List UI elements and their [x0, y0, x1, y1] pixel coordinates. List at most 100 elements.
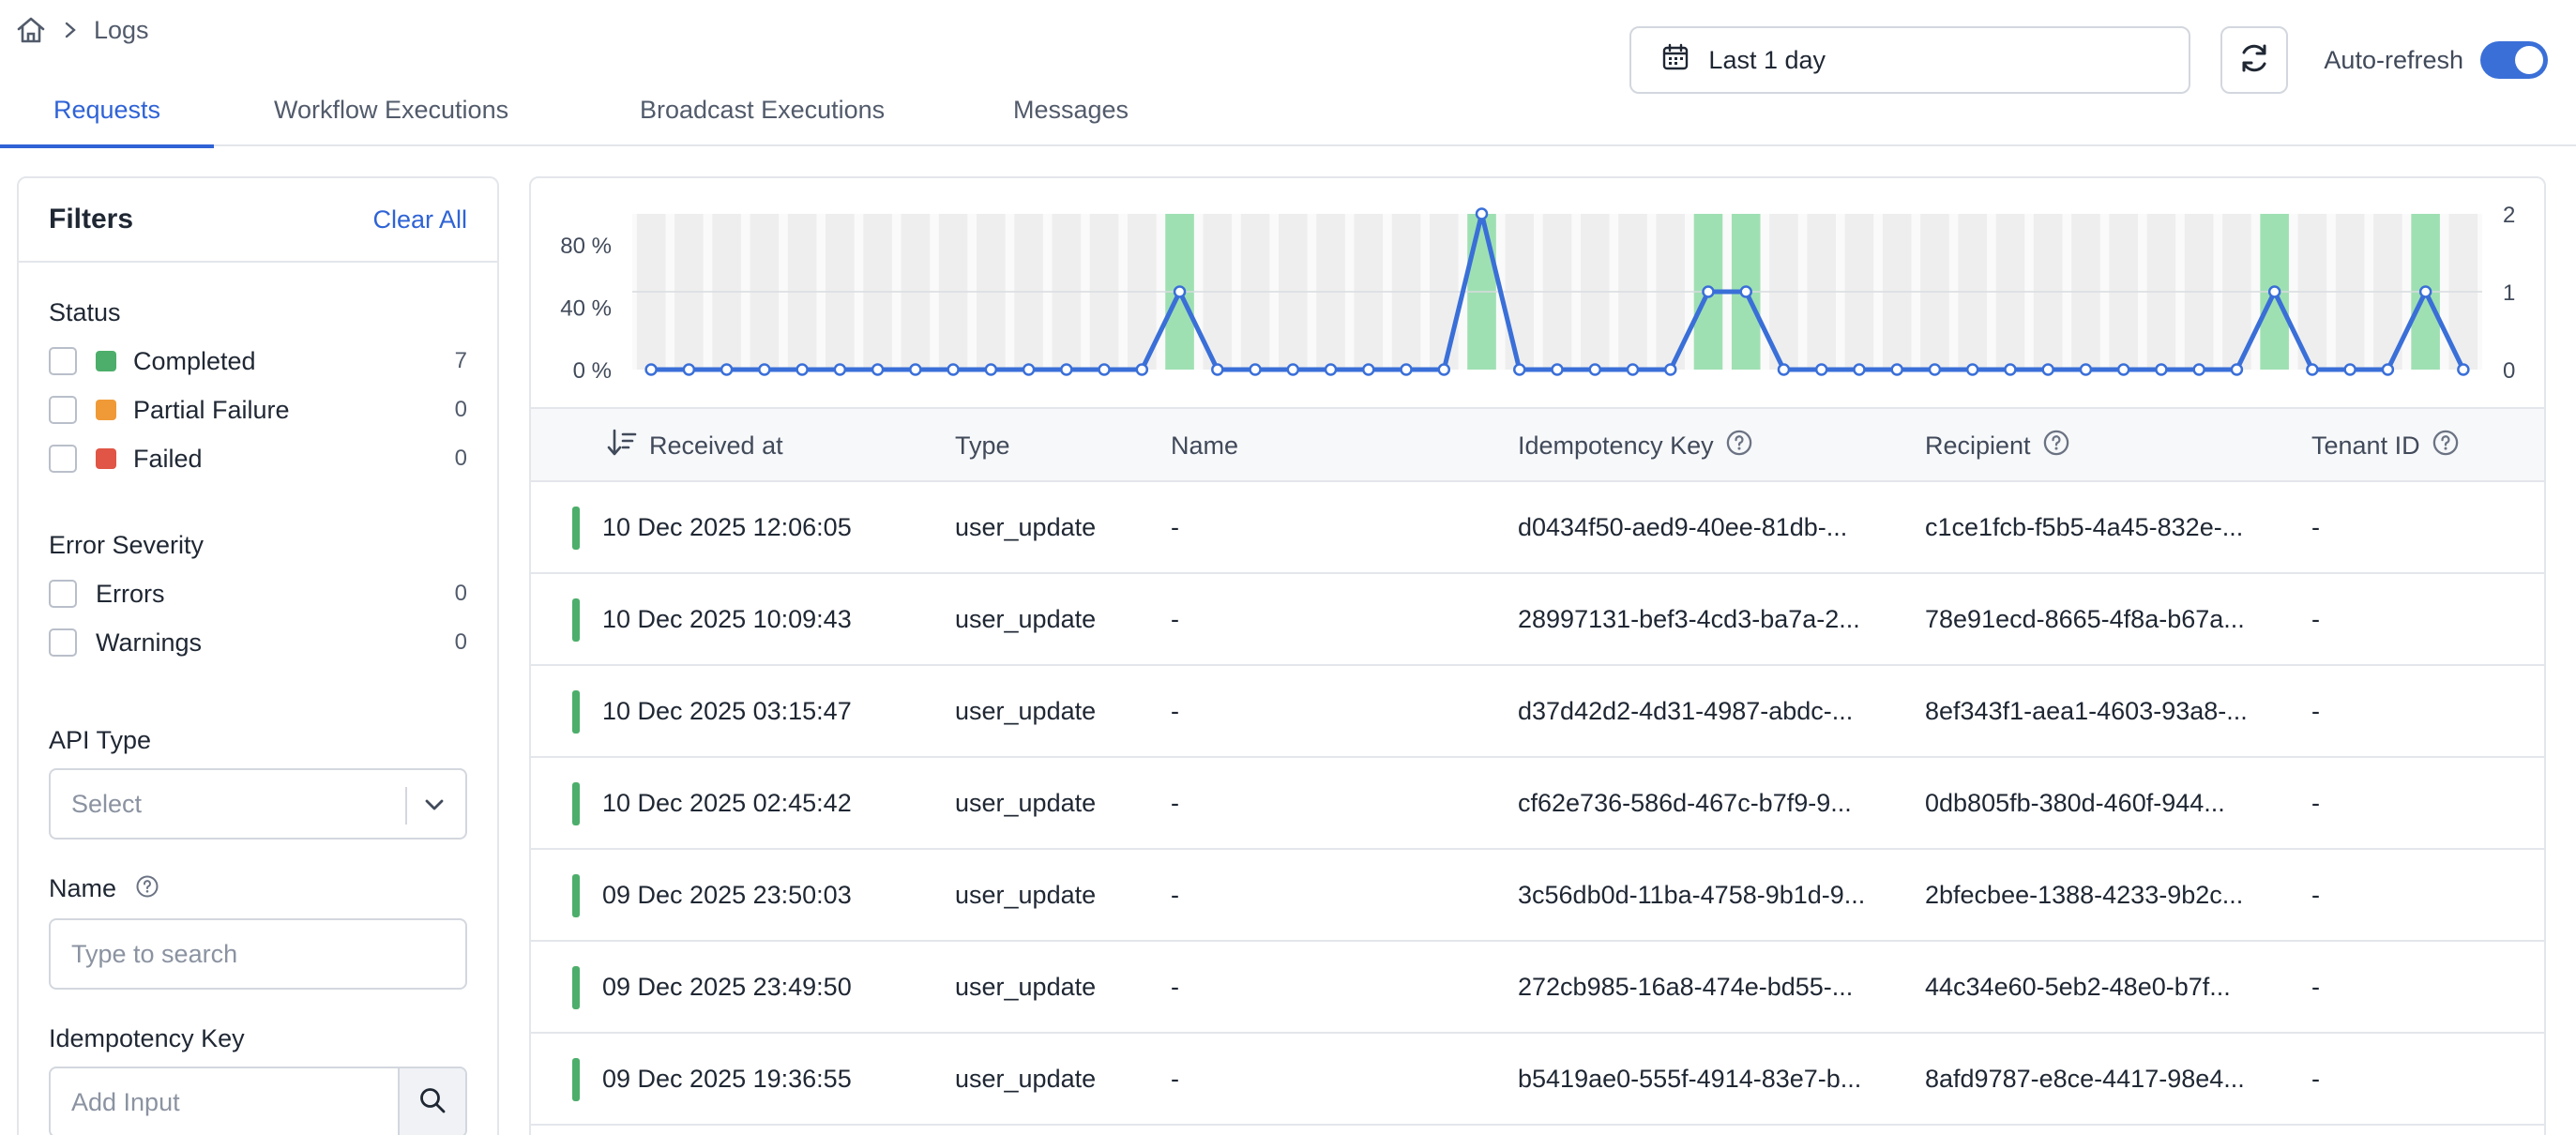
help-icon[interactable]	[2042, 429, 2070, 463]
table-row[interactable]: 09 Dec 2025 23:49:50 user_update - 272cb…	[531, 942, 2544, 1034]
column-type: Type	[955, 409, 1010, 482]
chart-point	[682, 363, 696, 376]
tab-workflow-executions[interactable]: Workflow Executions	[274, 96, 509, 124]
status-option-partial-failure[interactable]: Partial Failure 0	[49, 386, 467, 434]
chart-point	[1663, 363, 1677, 376]
table-row[interactable]: 09 Dec 2025 23:50:03 user_update - 3c56d…	[531, 850, 2544, 942]
auto-refresh-label: Auto-refresh	[2324, 45, 2463, 74]
chart-point	[1513, 363, 1526, 376]
cell-name: -	[1171, 696, 1179, 725]
checkbox[interactable]	[49, 580, 77, 608]
api-type-select[interactable]: Select	[49, 768, 467, 840]
table-row[interactable]: 10 Dec 2025 02:45:42 user_update - cf62e…	[531, 758, 2544, 850]
chart-point	[2116, 363, 2130, 376]
name-search-input[interactable]: Type to search	[49, 918, 467, 991]
cell-recipient: 2bfecbee-1388-4233-9b2c...	[1925, 880, 2244, 909]
column-label: Received at	[649, 431, 783, 460]
date-range-label: Last 1 day	[1708, 45, 1826, 74]
status-option-failed[interactable]: Failed 0	[49, 434, 467, 483]
chart-point	[1437, 363, 1451, 376]
cell-idempotency-key: b5419ae0-555f-4914-83e7-b...	[1518, 1064, 1862, 1093]
severity-option-warnings[interactable]: Warnings 0	[49, 618, 467, 667]
cell-type: user_update	[955, 1064, 1097, 1093]
chevron-right-icon	[64, 21, 77, 39]
chart-point	[909, 363, 922, 376]
chart-point	[1890, 363, 1903, 376]
name-heading-label: Name	[49, 874, 117, 902]
date-range-picker[interactable]: Last 1 day	[1629, 26, 2191, 94]
column-label: Idempotency Key	[1518, 431, 1714, 460]
idempotency-key-filter: Idempotency Key Add Input	[49, 1024, 467, 1135]
cell-type: user_update	[955, 880, 1097, 909]
cell-name: -	[1171, 512, 1179, 541]
refresh-button[interactable]	[2220, 26, 2289, 94]
tab-messages[interactable]: Messages	[1013, 96, 1129, 124]
requests-chart: 80 % 40 % 0 % 2 1 0	[531, 178, 2544, 403]
help-icon[interactable]	[135, 874, 159, 905]
severity-count: 0	[454, 629, 467, 655]
cell-recipient: c1ce1fcb-f5b5-4a45-832e-...	[1925, 512, 2244, 541]
status-option-completed[interactable]: Completed 7	[49, 337, 467, 386]
api-type-heading: API Type	[49, 726, 152, 754]
checkbox[interactable]	[49, 396, 77, 424]
status-count: 0	[454, 446, 467, 471]
checkbox[interactable]	[49, 445, 77, 473]
severity-label: Warnings	[96, 628, 203, 657]
filters-header: Filters Clear All	[19, 178, 497, 263]
chart-point	[2457, 363, 2470, 376]
tab-requests[interactable]: Requests	[0, 88, 214, 148]
search-button[interactable]	[398, 1068, 465, 1135]
idempotency-key-input[interactable]: Add Input	[51, 1068, 398, 1135]
column-received-at[interactable]: Received at	[606, 409, 783, 482]
cell-name: -	[1171, 788, 1179, 817]
column-label: Recipient	[1925, 431, 2031, 460]
clear-all-button[interactable]: Clear All	[372, 204, 467, 234]
severity-option-errors[interactable]: Errors 0	[49, 569, 467, 618]
status-count: 0	[454, 397, 467, 422]
help-icon[interactable]	[2432, 429, 2460, 463]
sort-icon[interactable]	[606, 427, 638, 465]
chart-point	[2079, 363, 2093, 376]
table-row[interactable]: 10 Dec 2025 10:09:43 user_update - 28997…	[531, 574, 2544, 666]
chart-point	[1475, 207, 1489, 220]
table-row[interactable]: 10 Dec 2025 12:06:05 user_update - d0434…	[531, 482, 2544, 574]
cell-tenant-id: -	[2311, 880, 2320, 909]
severity-label: Errors	[96, 579, 165, 608]
auto-refresh-toggle[interactable]	[2480, 41, 2548, 79]
home-icon[interactable]	[15, 15, 47, 45]
chart-point	[1588, 363, 1601, 376]
name-heading: Name	[49, 874, 467, 905]
api-type-placeholder: Select	[71, 789, 143, 818]
chart-point	[871, 363, 885, 376]
calendar-icon	[1661, 43, 1690, 78]
chart-point	[1173, 285, 1187, 298]
help-icon[interactable]	[1725, 429, 1753, 463]
column-label: Name	[1171, 431, 1239, 460]
cell-idempotency-key: 3c56db0d-11ba-4758-9b1d-9...	[1518, 880, 1866, 909]
chart-point	[1249, 363, 1262, 376]
cell-recipient: 44c34e60-5eb2-48e0-b7f...	[1925, 972, 2231, 1001]
cell-received-at: 09 Dec 2025 23:49:50	[602, 972, 852, 1001]
checkbox[interactable]	[49, 347, 77, 375]
cell-recipient: 0db805fb-380d-460f-944...	[1925, 788, 2225, 817]
idempotency-key-placeholder: Add Input	[71, 1087, 180, 1116]
table-header: Received at Type Name Idempotency Key Re…	[531, 407, 2544, 482]
chart-point	[1324, 363, 1338, 376]
cell-type: user_update	[955, 972, 1097, 1001]
breadcrumb-current[interactable]: Logs	[94, 15, 149, 44]
chart-point	[833, 363, 847, 376]
checkbox[interactable]	[49, 628, 77, 657]
status-indicator	[572, 1058, 580, 1101]
tab-bar: Requests Workflow Executions Broadcast E…	[0, 88, 2576, 148]
left-axis-tick-label: 80 %	[560, 234, 612, 259]
cell-idempotency-key: d37d42d2-4d31-4987-abdc-...	[1518, 696, 1854, 725]
column-name: Name	[1171, 409, 1238, 482]
tab-broadcast-executions[interactable]: Broadcast Executions	[640, 96, 886, 124]
chart-point	[1060, 363, 1073, 376]
table-row[interactable]: 09 Dec 2025 19:36:55 user_update - b5419…	[531, 1034, 2544, 1126]
table-row[interactable]: 10 Dec 2025 03:15:47 user_update - d37d4…	[531, 666, 2544, 758]
status-indicator	[572, 874, 580, 917]
chart-svg: 80 % 40 % 0 % 2 1 0	[560, 203, 2515, 384]
table-body: 10 Dec 2025 12:06:05 user_update - d0434…	[531, 482, 2544, 1126]
status-label: Failed	[133, 444, 203, 473]
